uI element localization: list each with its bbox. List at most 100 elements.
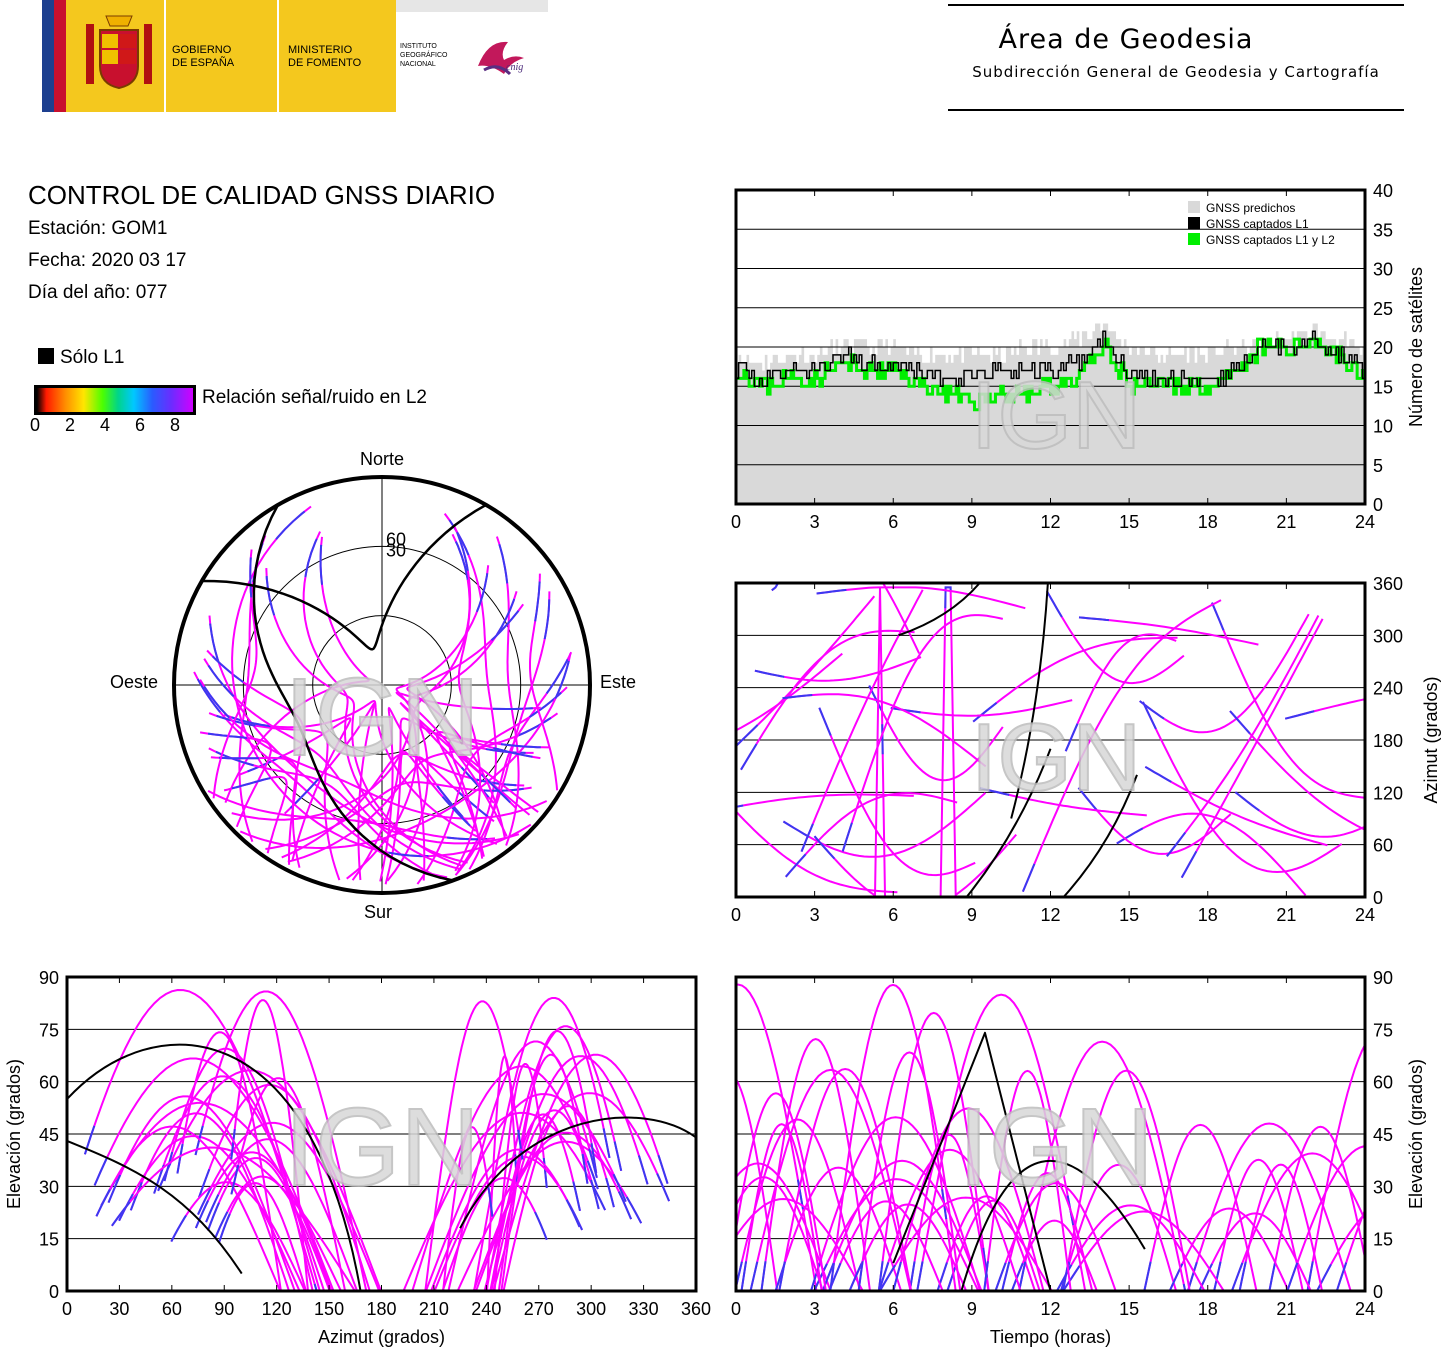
y-tick-label: 60	[1373, 836, 1393, 856]
snr-tick: 4	[100, 415, 111, 435]
y-tick-label: 0	[49, 1282, 59, 1302]
y-tick-label: 45	[1373, 1125, 1393, 1145]
min-line2: DE FOMENTO	[288, 57, 362, 69]
snr-tick: 2	[65, 415, 76, 435]
gov-divider	[164, 0, 166, 112]
gov-line2: DE ESPAÑA	[172, 57, 235, 69]
track	[1141, 701, 1343, 874]
label-north: Norte	[360, 449, 404, 469]
track	[1238, 1163, 1323, 1291]
x-axis-label: Tiempo (horas)	[990, 1327, 1111, 1347]
track	[813, 586, 1017, 897]
track	[170, 1181, 306, 1291]
y-tick-label: 25	[1373, 299, 1393, 319]
track	[497, 1053, 589, 1291]
x-tick-label: 18	[1198, 512, 1218, 532]
track	[1144, 765, 1328, 847]
track	[206, 1157, 326, 1291]
y-tick-label: 0	[1373, 495, 1383, 515]
legend-label: GNSS captados L1	[1206, 217, 1309, 231]
snr-tick: 0	[30, 415, 41, 435]
sky-track	[265, 568, 462, 867]
sky-track	[208, 747, 442, 880]
y-axis-label: Elevación (grados)	[4, 1059, 24, 1209]
track	[1045, 590, 1185, 685]
track	[485, 1025, 623, 1291]
x-tick-label: 3	[810, 512, 820, 532]
track	[1018, 1040, 1187, 1291]
track	[916, 993, 1087, 1291]
y-tick-label: 90	[1373, 968, 1393, 988]
track	[194, 1151, 333, 1291]
y-tick-label: 75	[1373, 1020, 1393, 1040]
track	[447, 1040, 598, 1291]
track	[736, 1176, 824, 1291]
sky-track	[452, 524, 482, 872]
y-tick-label: 0	[1373, 1282, 1383, 1302]
x-tick-label: 12	[1040, 1299, 1060, 1319]
track	[736, 793, 914, 808]
x-tick-label: 180	[366, 1299, 396, 1319]
track	[424, 1000, 524, 1291]
sky-track-low-snr	[468, 651, 573, 870]
sky-track	[495, 536, 520, 846]
x-tick-label: 15	[1119, 1299, 1139, 1319]
track	[1234, 791, 1365, 838]
sky-track-low-snr	[529, 573, 559, 791]
track	[890, 699, 1073, 717]
x-tick-label: 6	[888, 1299, 898, 1319]
track	[129, 1112, 290, 1291]
track	[1213, 1158, 1304, 1291]
y-tick-label: 180	[1373, 731, 1403, 751]
track	[740, 629, 915, 771]
x-tick-label: 3	[810, 1299, 820, 1319]
sky-track	[284, 702, 376, 881]
ign-watermark: IGN	[971, 362, 1142, 469]
track	[1316, 1212, 1365, 1291]
track	[1060, 1163, 1178, 1291]
track	[983, 1069, 1072, 1291]
legend-label: GNSS predichos	[1206, 201, 1295, 215]
track	[841, 614, 1004, 852]
y-tick-label: 90	[39, 968, 59, 988]
skyplot-tracks	[193, 503, 573, 885]
label-east: Este	[600, 672, 636, 692]
sky-track	[207, 790, 496, 841]
station-label: Estación: GOM1	[28, 218, 168, 239]
x-tick-label: 150	[314, 1299, 344, 1319]
track	[1166, 615, 1320, 857]
sky-track	[435, 730, 541, 857]
area-subtitle: Subdirección General de Geodesia y Carto…	[972, 63, 1380, 81]
x-tick-label: 270	[524, 1299, 554, 1319]
ign-watermark: IGN	[971, 704, 1142, 811]
track-l1	[898, 583, 981, 637]
track-l1	[67, 1140, 243, 1275]
x-tick-label: 0	[731, 905, 741, 925]
snr-tick: 8	[170, 415, 181, 435]
cnig-label: cnig	[506, 62, 524, 73]
sky-track-l1	[252, 504, 454, 882]
doy-label: Día del año: 077	[28, 282, 168, 303]
track	[1078, 616, 1259, 646]
track-l1	[67, 1043, 362, 1291]
ign-top-bar	[396, 0, 548, 12]
track	[218, 1182, 307, 1291]
x-tick-label: 21	[1276, 512, 1296, 532]
track	[736, 1077, 779, 1291]
track	[1230, 1152, 1365, 1291]
x-tick-label: 360	[681, 1299, 711, 1319]
y-tick-label: 30	[39, 1177, 59, 1197]
track	[489, 1113, 581, 1291]
track	[1198, 1212, 1312, 1291]
x-tick-label: 9	[967, 512, 977, 532]
y-tick-label: 15	[39, 1230, 59, 1250]
azimuth-tracks	[736, 583, 1365, 897]
track	[83, 988, 318, 1291]
track	[749, 1068, 912, 1291]
track	[1335, 1207, 1365, 1291]
gov-name: GOBIERNO DE ESPAÑA	[172, 44, 234, 70]
l1l2-series-line	[736, 337, 1365, 412]
track	[972, 636, 1178, 723]
track	[441, 1177, 548, 1291]
track-l1	[960, 1159, 1146, 1291]
